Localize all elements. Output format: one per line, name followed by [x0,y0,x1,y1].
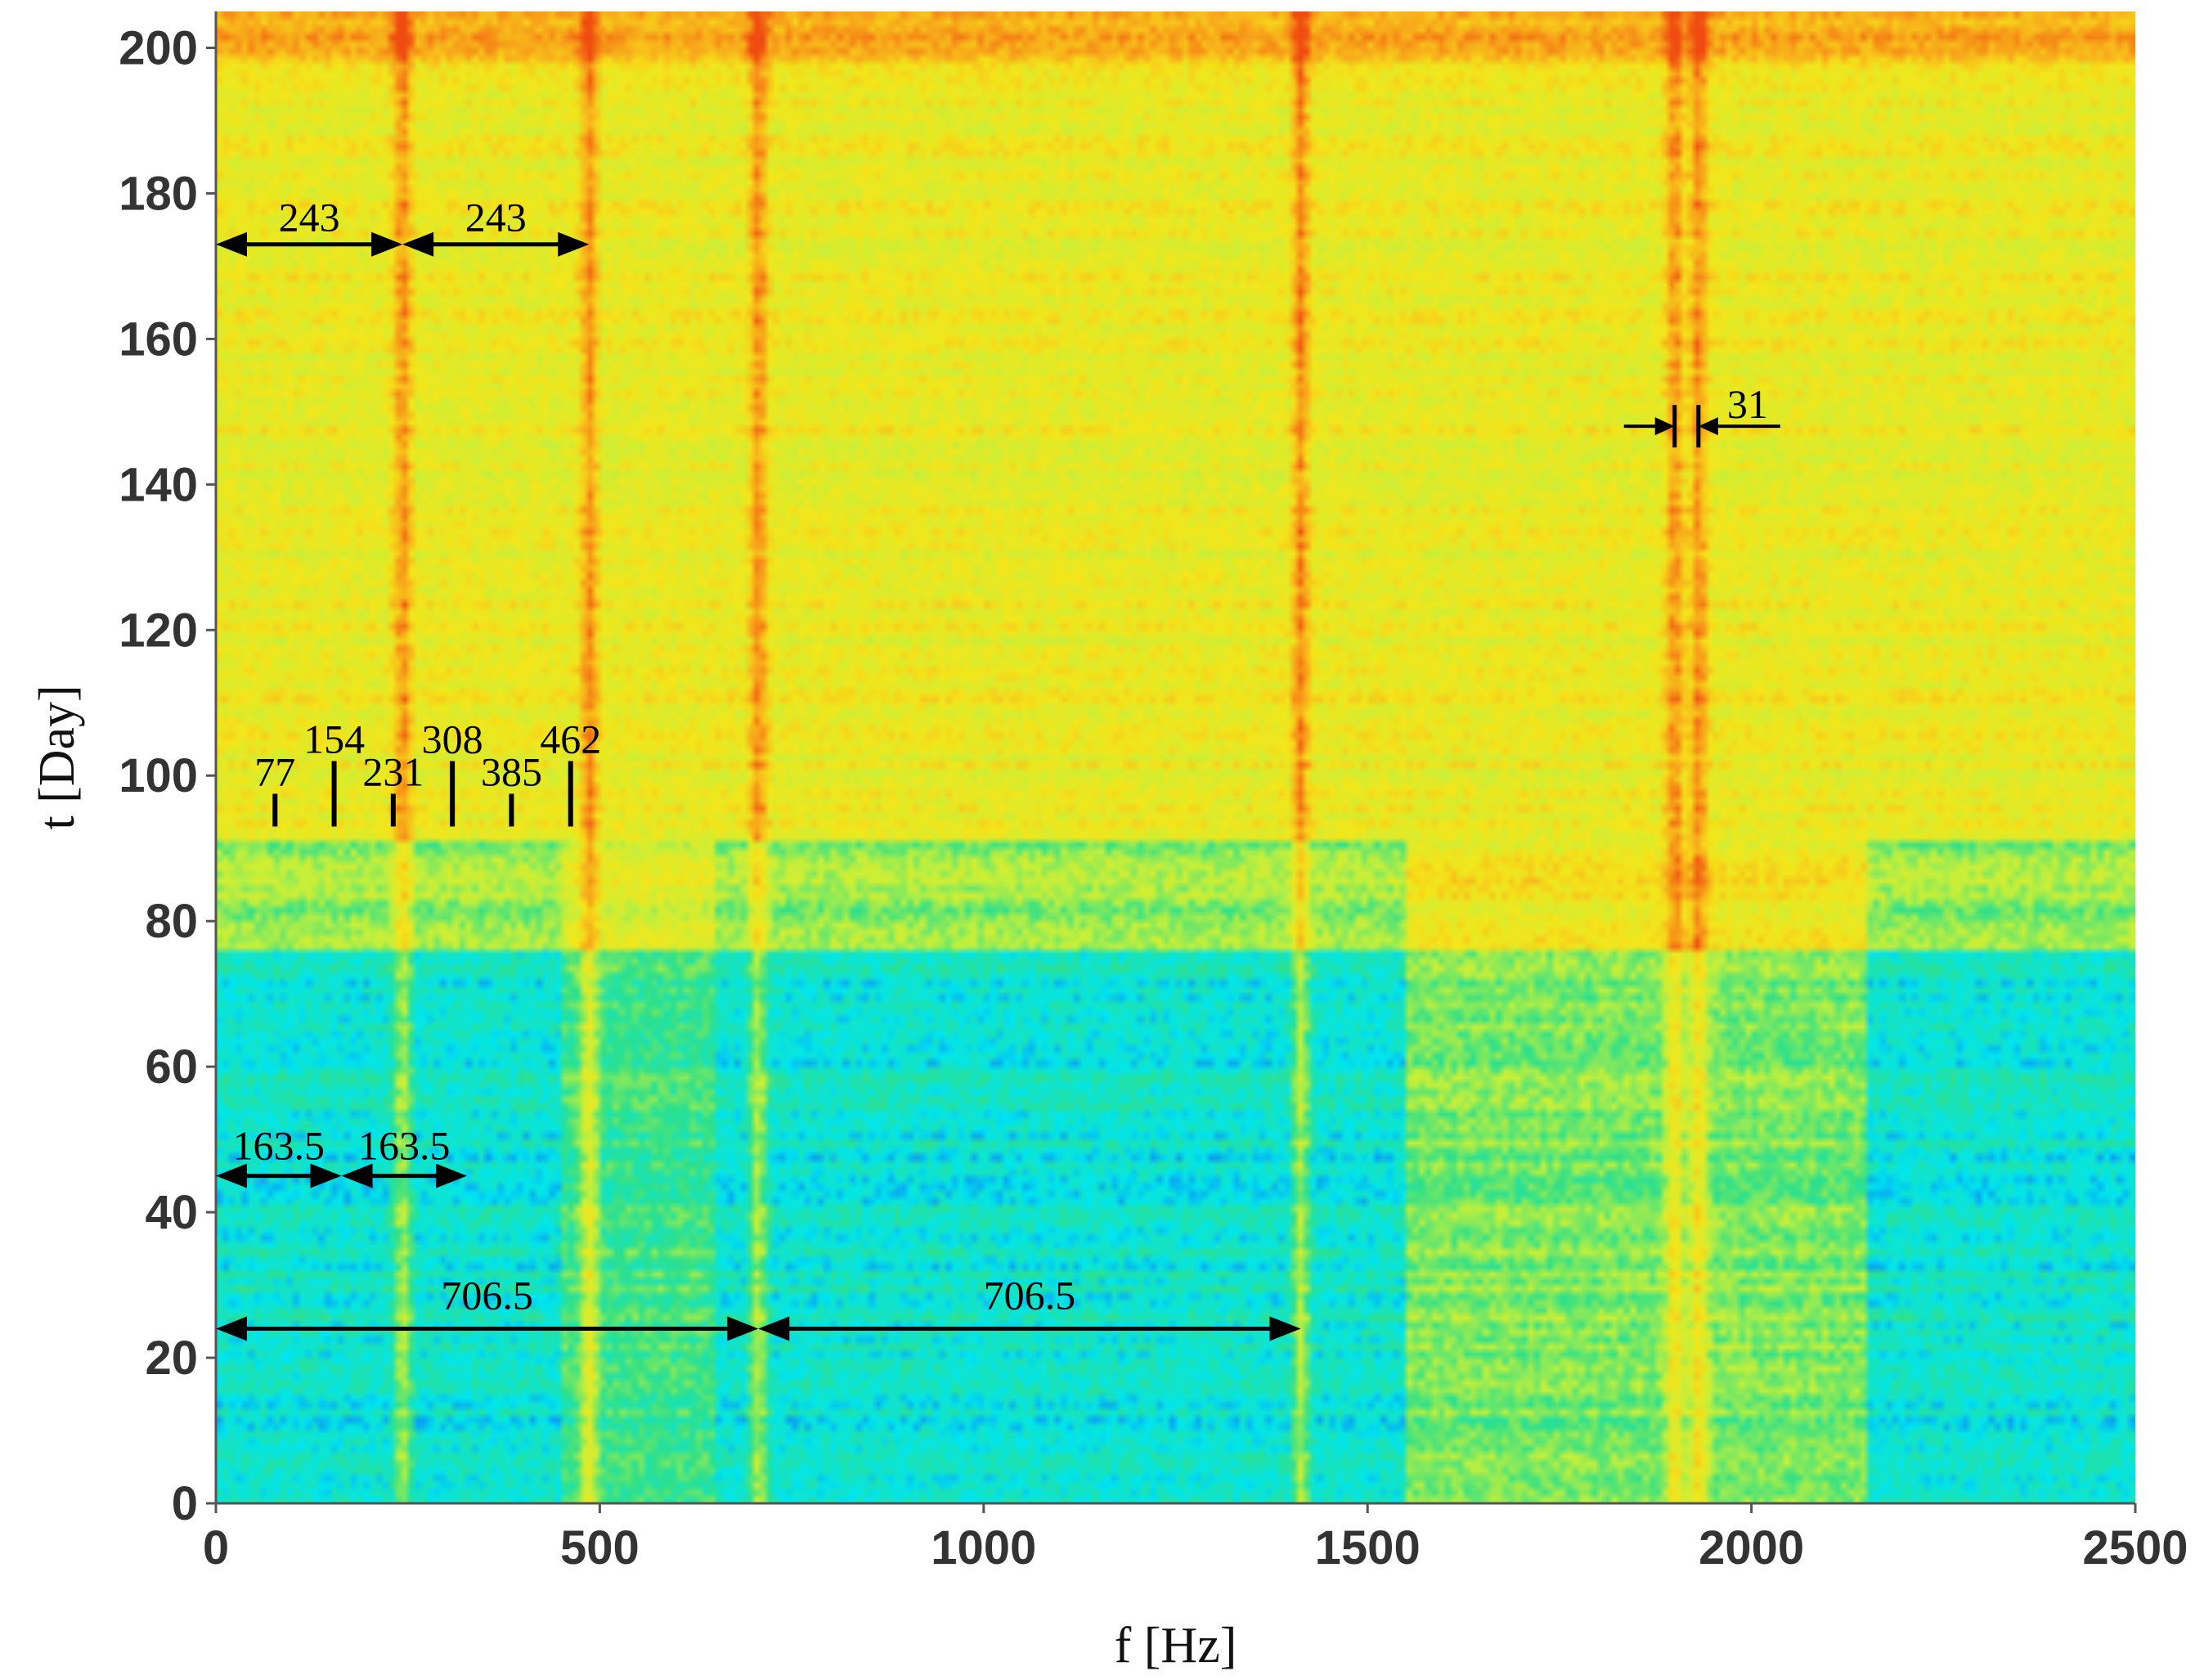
arrows_243-label-1: 243 [465,195,527,240]
arrows_163_5-arrow-0-head-right [310,1163,342,1188]
arrows_706_5-label-1: 706.5 [984,1272,1076,1318]
axes: 0 500 1000 1500 2000 2500 0 20 40 60 80 100 120 140 16… [119,11,2188,1574]
gap-31-head-left [1654,417,1675,436]
heatmap-image [216,11,2135,1503]
arrows_163_5-label-1: 163.5 [358,1123,451,1169]
y-tick-label: 120 [119,604,198,657]
harmonic-label-154: 154 [303,716,365,762]
y-tick-label: 40 [145,1186,198,1239]
gap-31-label: 31 [1727,381,1768,427]
x-axis-label: f [Hz] [1115,1618,1237,1673]
y-tick-label: 60 [145,1040,198,1094]
harmonic-label-462: 462 [540,716,601,762]
gap-31-head-right [1698,417,1718,436]
arrows_706_5-label-0: 706.5 [441,1272,533,1318]
y-tick-label: 200 [119,21,198,74]
x-tick-label: 2000 [1699,1521,1804,1574]
arrows_163_5-label-0: 163.5 [232,1123,325,1169]
harmonic-label-308: 308 [422,716,483,762]
arrows_243-arrow-0-head-right [371,231,403,257]
arrows_706_5-arrow-0-head-right [727,1316,759,1341]
x-tick-label: 1000 [931,1521,1036,1574]
x-tick-label: 0 [203,1521,229,1574]
x-tick-label: 1500 [1315,1521,1421,1574]
arrows_243-label-0: 243 [279,195,340,240]
harmonic-label-77: 77 [254,749,295,795]
annotations: 243 243 163.5 163.5 706.5 706.5 31 771542313083… [216,195,1780,1341]
arrows_243-arrow-0-head-left [216,231,247,257]
arrows_706_5-arrow-1-head-left [758,1316,790,1341]
arrows_243-arrow-1-head-left [402,231,434,257]
y-tick-label: 20 [145,1332,198,1385]
y-tick-label: 0 [172,1477,198,1530]
y-axis-label: t [Day] [29,685,85,829]
y-tick-label: 180 [119,167,198,220]
arrows_243-arrow-1-head-right [558,231,590,257]
arrows_163_5-arrow-0-head-left [216,1163,247,1188]
y-tick-label: 100 [119,749,198,802]
harmonic-label-231: 231 [362,749,424,795]
arrows_163_5-arrow-1-head-right [435,1163,467,1188]
arrows_706_5-arrow-1-head-right [1269,1316,1301,1341]
x-tick-label: 500 [560,1521,640,1574]
y-tick-label: 80 [145,895,198,948]
harmonic-label-385: 385 [481,749,542,795]
arrows_163_5-arrow-1-head-left [341,1163,373,1188]
x-tick-label: 2500 [2082,1521,2188,1574]
y-tick-label: 140 [119,458,198,511]
arrows_706_5-arrow-0-head-left [216,1316,247,1341]
y-tick-label: 160 [119,312,198,366]
heatmap [216,11,2135,1503]
